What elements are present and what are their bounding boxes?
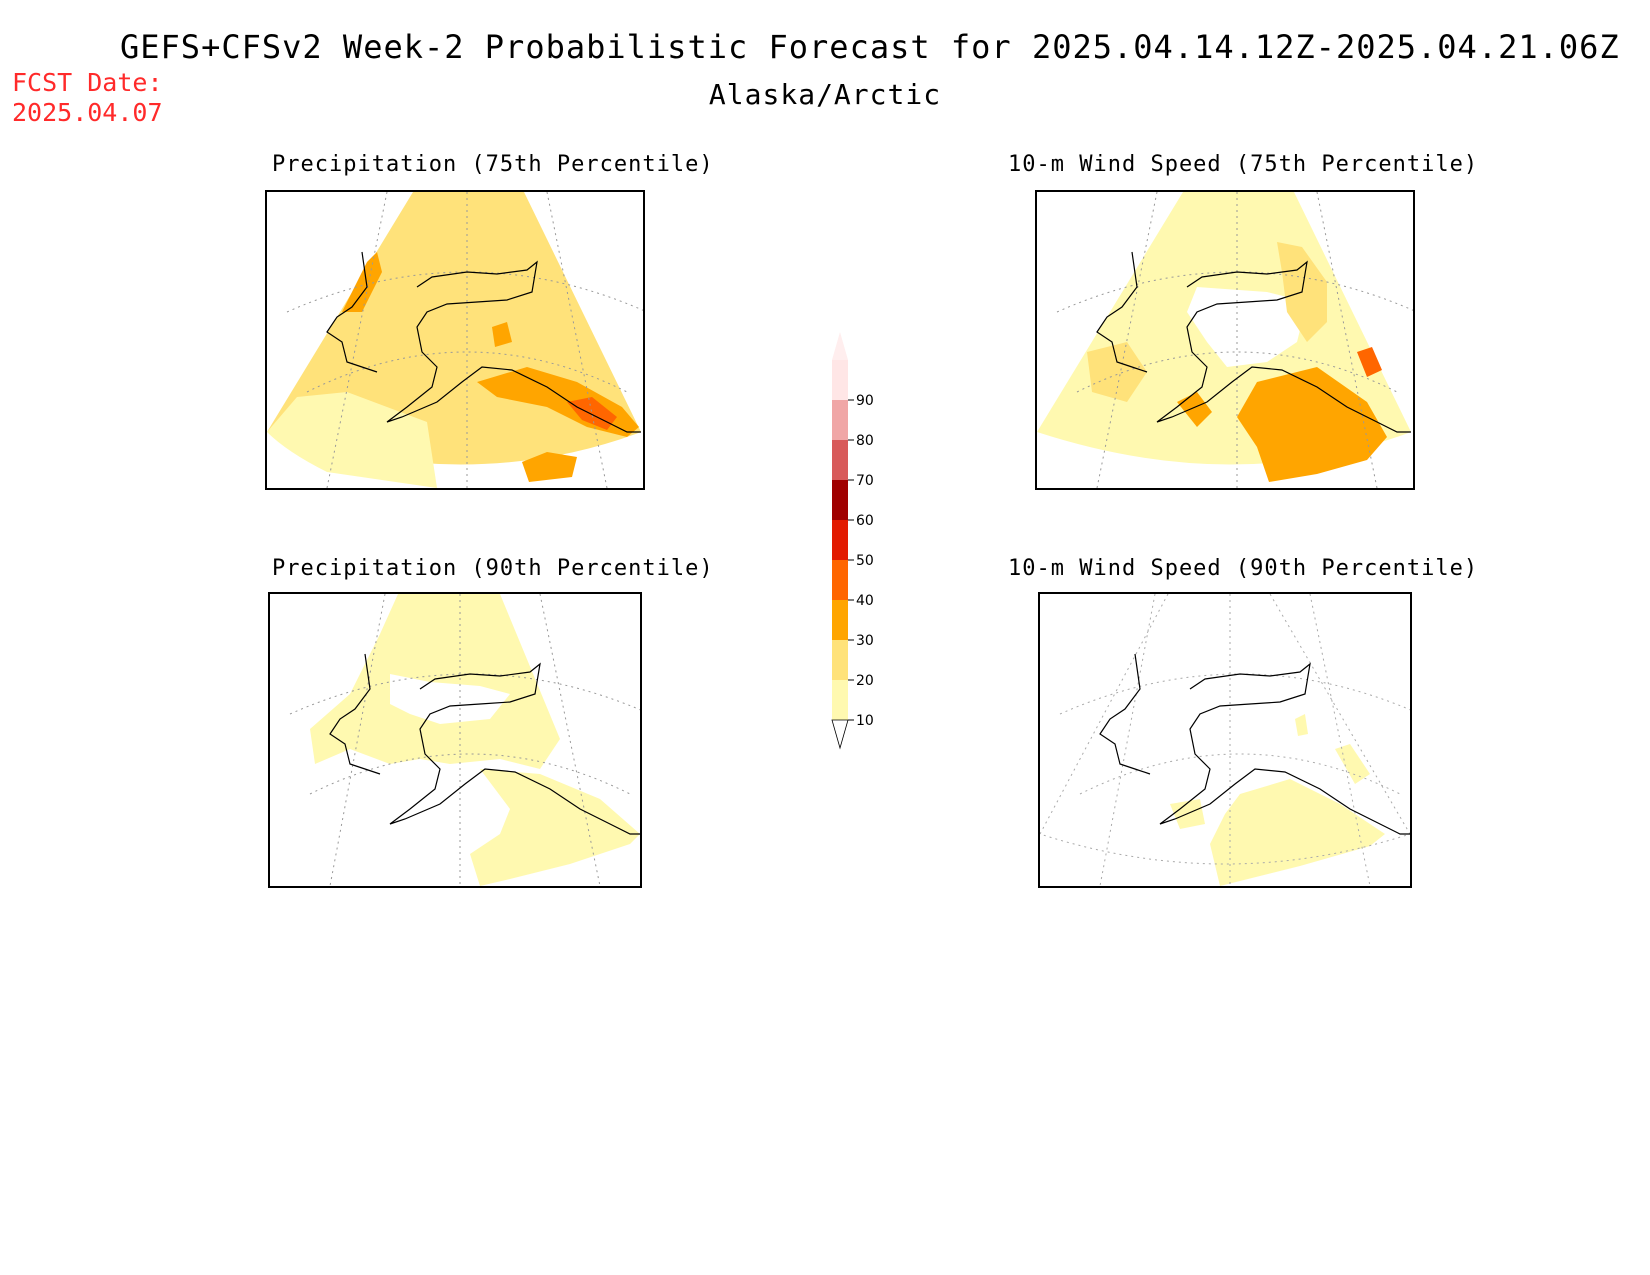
russia-coastline — [1096, 251, 1148, 373]
colorbar-tick-label: 40 — [856, 593, 874, 609]
colorbar-top-cap — [832, 332, 848, 360]
colorbar-segment — [832, 680, 848, 720]
prob-10-area — [1295, 714, 1308, 736]
alaska-coastline — [386, 260, 641, 433]
colorbar-svg: 10 20 30 40 50 60 70 80 90 — [831, 332, 874, 750]
alaska-coastline — [1156, 260, 1411, 433]
colorbar-tick-label: 50 — [856, 553, 874, 569]
map-precip-75th — [265, 190, 645, 490]
colorbar-tick-label: 80 — [856, 433, 874, 449]
colorbar-tick-label: 60 — [856, 513, 874, 529]
prob-10-area — [310, 594, 560, 769]
map-precip90-svg — [289, 594, 640, 886]
map-precip75-svg — [267, 192, 643, 488]
colorbar-segment — [832, 560, 848, 600]
panel-title-wind75: 10-m Wind Speed (75th Percentile) — [1008, 152, 1479, 177]
map-wind75-svg — [1037, 192, 1413, 488]
colorbar-tick-label: 30 — [856, 633, 874, 649]
prob-30-area — [342, 252, 382, 312]
colorbar-segment — [832, 520, 848, 560]
colorbar-tick-label: 70 — [856, 473, 874, 489]
figure-title: GEFS+CFSv2 Week-2 Probabilistic Forecast… — [120, 28, 1620, 66]
prob-40-area — [567, 397, 617, 430]
russia-coastline — [329, 653, 381, 775]
map-wind-75th — [1035, 190, 1415, 490]
colorbar-segment — [832, 360, 848, 400]
fcst-date-value: 2025.04.07 — [12, 98, 163, 127]
colorbar-tick-label: 90 — [856, 393, 874, 409]
russia-coastline — [326, 251, 378, 373]
fcst-date-caption: FCST Date: — [12, 68, 163, 97]
region-subtitle: Alaska/Arctic — [708, 78, 942, 111]
colorbar-segment — [832, 480, 848, 520]
prob-10-area — [1335, 744, 1370, 784]
russia-coastline — [1099, 653, 1151, 775]
colorbar-tick-label: 20 — [856, 673, 874, 689]
panel-title-wind90: 10-m Wind Speed (90th Percentile) — [1008, 556, 1479, 581]
colorbar-bottom-cap — [831, 719, 849, 750]
prob-30-area — [522, 452, 577, 482]
map-wind90-svg — [1040, 594, 1410, 886]
colorbar-tick-label: 10 — [856, 713, 874, 729]
prob-40-area — [1357, 347, 1382, 377]
prob-10-area — [1210, 779, 1385, 886]
alaska-coastline — [1159, 662, 1410, 835]
colorbar-segment — [832, 640, 848, 680]
no-signal-area — [390, 674, 510, 724]
map-precip-90th — [268, 592, 642, 888]
colorbar-segment — [832, 600, 848, 640]
panel-title-precip75: Precipitation (75th Percentile) — [272, 152, 714, 177]
no-signal-area — [1187, 287, 1307, 367]
map-wind-90th — [1038, 592, 1412, 888]
colorbar: 10 20 30 40 50 60 70 80 90 — [812, 330, 882, 754]
alaska-coastline — [389, 662, 640, 835]
panel-title-precip90: Precipitation (90th Percentile) — [272, 556, 714, 581]
prob-30-area — [1237, 367, 1387, 482]
prob-10-area — [470, 769, 640, 886]
colorbar-segment — [832, 400, 848, 440]
prob-20-area — [1087, 342, 1147, 402]
prob-30-area — [492, 322, 512, 347]
colorbar-segment — [832, 440, 848, 480]
forecast-date-label: FCST Date: 2025.04.07 — [12, 68, 163, 128]
